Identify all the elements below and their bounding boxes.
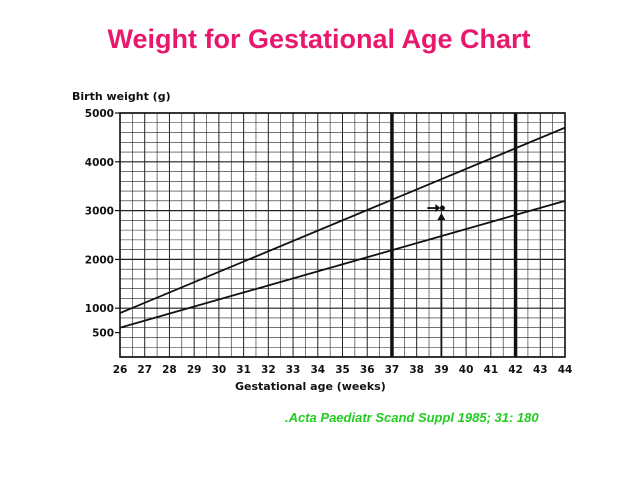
x-tick-label: 31	[236, 364, 251, 376]
series-line-1	[119, 126, 566, 314]
x-tick-label: 43	[533, 364, 548, 376]
x-tick-label: 37	[385, 364, 400, 376]
plot-frame	[119, 112, 566, 358]
x-tick-label: 38	[409, 364, 424, 376]
y-tick-label: 500	[92, 328, 114, 340]
y-tick-label: 1000	[85, 303, 114, 315]
percentile-lines	[119, 126, 566, 329]
x-tick-labels: 26 27 28 29 30 31 32 33 34 35 36 37 38 39 40 41 42 43 44	[113, 364, 573, 376]
y-tick-label: 2000	[85, 254, 114, 266]
y-tick-label: 4000	[85, 157, 114, 169]
plotted-infant-marker	[427, 204, 446, 357]
x-tick-label: 35	[335, 364, 350, 376]
citation: .Acta Paediatr Scand Suppl 1985; 31: 180	[285, 410, 539, 425]
y-tick-labels: 500 1000 2000 3000 4000 5000	[85, 108, 120, 340]
x-tick-label: 42	[508, 364, 523, 376]
series-line-2	[119, 199, 566, 329]
x-tick-label: 39	[434, 364, 449, 376]
slide-title: Weight for Gestational Age Chart	[107, 24, 531, 54]
x-tick-label: 32	[261, 364, 276, 376]
term-markers	[390, 113, 518, 357]
x-axis-title: Gestational age (weeks)	[235, 380, 386, 393]
weight-gestational-age-chart: Birth weight (g) 500 1000 2000 3000 4000 5000…	[72, 90, 573, 393]
x-tick-label: 41	[484, 364, 499, 376]
x-tick-label: 36	[360, 364, 375, 376]
x-tick-label: 34	[310, 364, 325, 376]
x-tick-label: 26	[113, 364, 128, 376]
right-arrow-head	[435, 204, 441, 213]
x-tick-label: 40	[459, 364, 474, 376]
chart-grid	[119, 112, 566, 358]
y-axis-title: Birth weight (g)	[72, 90, 171, 103]
x-tick-label: 27	[137, 364, 152, 376]
x-tick-label: 30	[212, 364, 227, 376]
up-arrow-head	[437, 213, 446, 221]
x-tick-label: 28	[162, 364, 177, 376]
y-tick-label: 3000	[85, 206, 114, 218]
x-tick-label: 33	[286, 364, 301, 376]
data-point	[439, 205, 445, 211]
x-tick-label: 29	[187, 364, 202, 376]
x-tick-label: 44	[558, 364, 573, 376]
y-tick-label: 5000	[85, 108, 114, 120]
